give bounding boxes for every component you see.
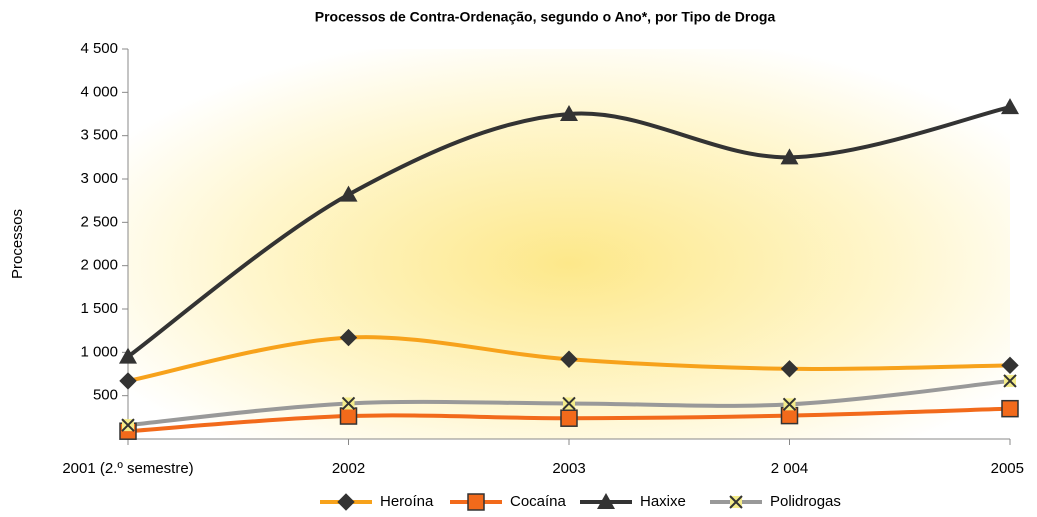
legend-label: Cocaína — [510, 493, 567, 510]
y-tick-label: 3 500 — [80, 127, 118, 144]
marker-cross — [341, 396, 356, 411]
legend-marker — [467, 493, 485, 511]
y-tick-label: 3 000 — [80, 170, 118, 187]
y-tick-label: 2 500 — [80, 213, 118, 230]
x-tick-label: 2 004 — [771, 460, 809, 477]
legend-label: Heroína — [380, 493, 434, 510]
x-tick-label: 2001 (2.º semestre) — [62, 460, 193, 477]
marker-cross — [121, 418, 135, 432]
chart-title: Processos de Contra-Ordenação, segundo o… — [315, 9, 776, 25]
y-axis-label: Processos — [9, 209, 26, 279]
legend-marker — [337, 493, 355, 511]
data-point — [1001, 356, 1019, 375]
data-point — [560, 105, 578, 121]
data-point — [780, 148, 799, 165]
data-point — [562, 396, 576, 411]
data-point — [560, 350, 578, 368]
x-tick-label: 2003 — [552, 460, 585, 477]
data-point — [780, 360, 799, 378]
marker-cross — [562, 396, 576, 411]
y-tick-label: 500 — [93, 387, 118, 404]
marker-cross — [729, 495, 743, 509]
y-tick-label: 4 000 — [80, 83, 118, 100]
data-point — [339, 328, 358, 347]
data-point — [782, 397, 797, 412]
data-point — [339, 407, 358, 425]
legend-label: Polidrogas — [770, 493, 841, 510]
marker-cross — [1003, 374, 1017, 388]
data-point — [119, 347, 137, 364]
legend-label: Haxixe — [640, 493, 686, 510]
legend-marker — [729, 495, 743, 509]
data-point — [1001, 399, 1019, 418]
y-tick-label: 2 000 — [80, 257, 118, 274]
data-point — [1003, 374, 1017, 388]
y-tick-label: 4 500 — [80, 40, 118, 57]
data-point — [1001, 98, 1019, 115]
x-tick-label: 2002 — [332, 460, 365, 477]
data-point — [119, 372, 137, 390]
x-tick-label: 2005 — [991, 460, 1024, 477]
data-point — [560, 409, 578, 427]
y-tick-label: 1 500 — [80, 300, 118, 317]
data-point — [341, 396, 356, 411]
data-point — [121, 418, 135, 432]
y-tick-label: 1 000 — [80, 343, 118, 360]
legend-marker — [597, 493, 615, 509]
data-point — [339, 185, 358, 202]
marker-cross — [782, 397, 797, 412]
